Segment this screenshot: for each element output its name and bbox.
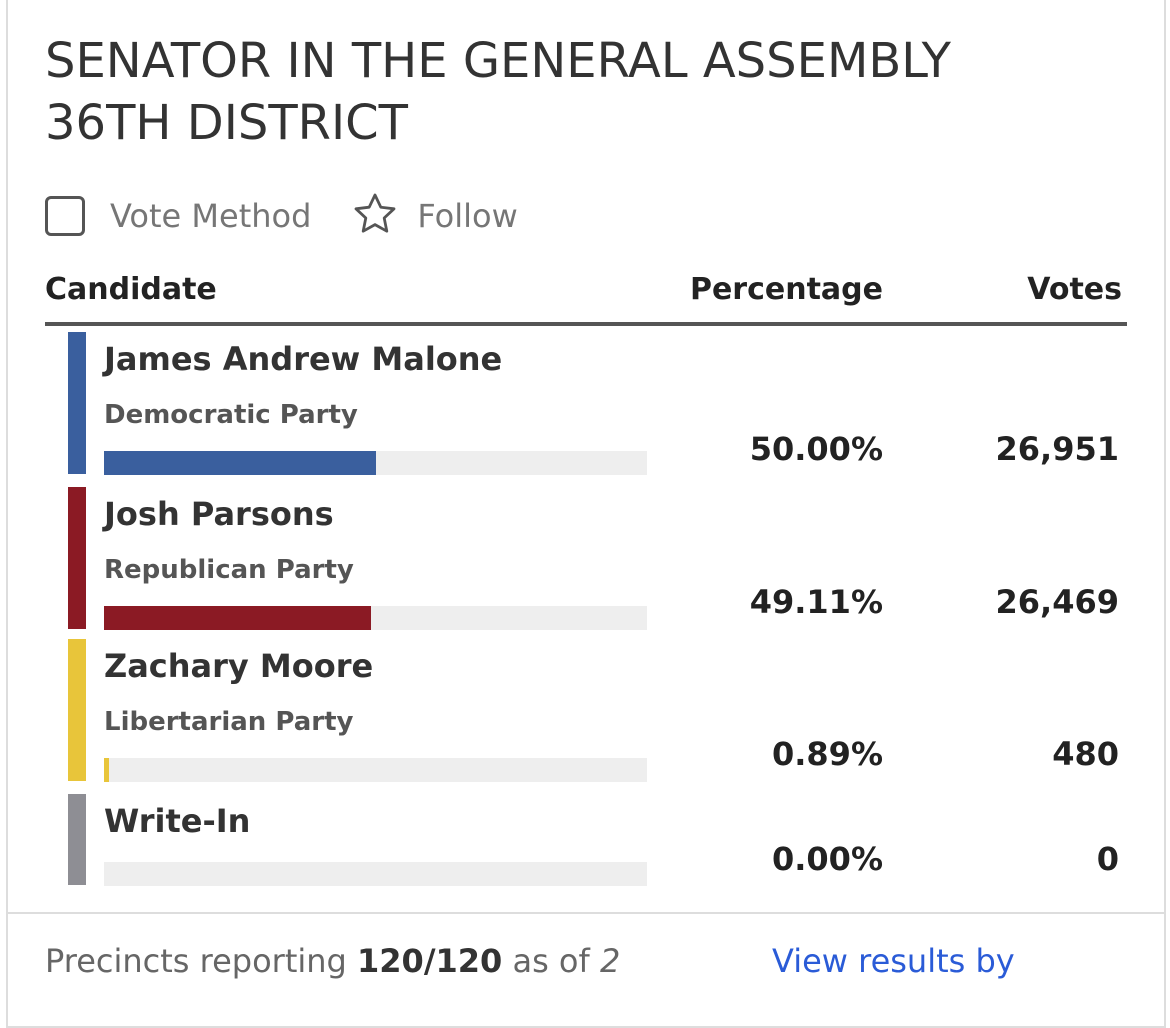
vote-method-checkbox[interactable] bbox=[45, 196, 85, 236]
candidate-percentage: 50.00% bbox=[749, 430, 883, 468]
contest-title-line2: 36TH DISTRICT bbox=[45, 95, 408, 151]
follow-button[interactable]: Follow bbox=[351, 190, 518, 242]
precincts-time: 2 bbox=[599, 942, 621, 980]
candidate-votes: 26,951 bbox=[995, 430, 1119, 468]
candidate-votes: 480 bbox=[1052, 735, 1119, 773]
contest-controls: Vote Method Follow bbox=[45, 192, 518, 240]
candidate-name: Write-In bbox=[104, 802, 251, 840]
party-color-bar bbox=[68, 794, 86, 885]
party-color-bar bbox=[68, 639, 86, 781]
header-candidate[interactable]: Candidate bbox=[45, 272, 217, 307]
candidate-row: Zachary Moore Libertarian Party 0.89% 480 bbox=[68, 639, 1123, 782]
candidate-row: Josh Parsons Republican Party 49.11% 26,469 bbox=[68, 487, 1123, 630]
candidate-name: Zachary Moore bbox=[104, 647, 374, 685]
vote-share-bar bbox=[104, 451, 647, 475]
contest-title: SENATOR IN THE GENERAL ASSEMBLY 36TH DIS… bbox=[45, 30, 951, 154]
precincts-reporting: Precincts reporting 120/120 as of 2 bbox=[45, 942, 621, 980]
candidate-percentage: 0.89% bbox=[771, 735, 883, 773]
vote-share-bar bbox=[104, 606, 647, 630]
candidate-row: Write-In 0.00% 0 bbox=[68, 794, 1123, 886]
footer-divider bbox=[6, 912, 1166, 914]
candidate-row: James Andrew Malone Democratic Party 50.00… bbox=[68, 332, 1123, 475]
star-outline-icon bbox=[351, 190, 399, 242]
vote-share-bar bbox=[104, 758, 647, 782]
candidate-percentage: 0.00% bbox=[771, 840, 883, 878]
candidate-percentage: 49.11% bbox=[749, 583, 883, 621]
vote-method-label[interactable]: Vote Method bbox=[110, 197, 312, 235]
vote-share-fill bbox=[104, 451, 376, 475]
candidate-party: Democratic Party bbox=[104, 400, 358, 430]
vote-share-fill bbox=[104, 606, 371, 630]
view-results-link[interactable]: View results by bbox=[772, 942, 1015, 980]
contest-title-line1: SENATOR IN THE GENERAL ASSEMBLY bbox=[45, 33, 951, 89]
vote-share-fill bbox=[104, 758, 109, 782]
candidate-votes: 0 bbox=[1096, 840, 1119, 878]
contest-card bbox=[6, 0, 1166, 1028]
follow-label: Follow bbox=[417, 197, 518, 235]
candidate-votes: 26,469 bbox=[995, 583, 1119, 621]
results-table-header: Candidate Percentage Votes bbox=[45, 262, 1127, 326]
party-color-bar bbox=[68, 332, 86, 474]
candidate-party: Libertarian Party bbox=[104, 707, 354, 737]
candidate-name: James Andrew Malone bbox=[104, 340, 503, 378]
header-votes[interactable]: Votes bbox=[1027, 272, 1122, 307]
header-percentage[interactable]: Percentage bbox=[689, 272, 883, 307]
candidate-party: Republican Party bbox=[104, 555, 354, 585]
vote-share-bar bbox=[104, 862, 647, 886]
precincts-count: 120/120 bbox=[357, 942, 503, 980]
candidate-name: Josh Parsons bbox=[104, 495, 334, 533]
party-color-bar bbox=[68, 487, 86, 629]
